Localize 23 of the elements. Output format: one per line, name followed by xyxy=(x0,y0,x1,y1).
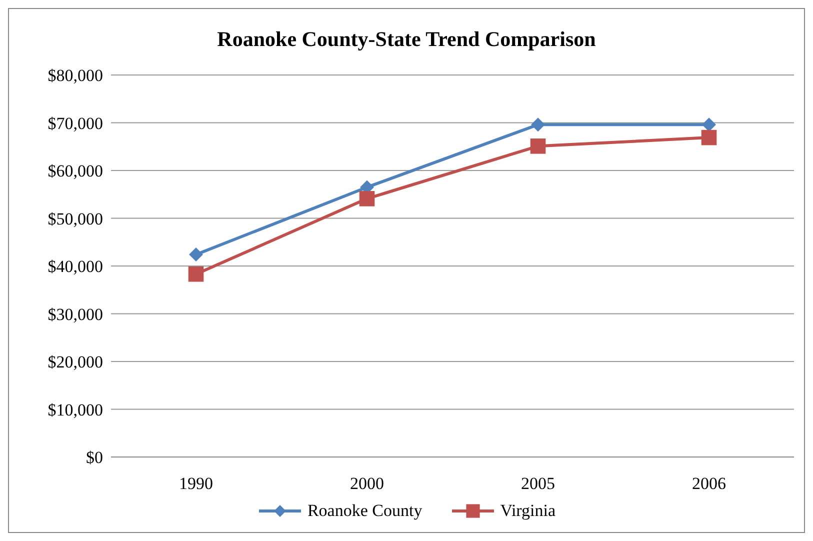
x-tick-label: 2000 xyxy=(350,474,384,494)
y-tick-label: $10,000 xyxy=(48,400,103,420)
x-tick-label: 2005 xyxy=(521,474,555,494)
y-tick-label: $60,000 xyxy=(48,162,103,181)
legend-label: Virginia xyxy=(500,501,556,521)
legend-label: Roanoke County xyxy=(307,501,422,521)
y-tick-label: $20,000 xyxy=(48,352,103,372)
point xyxy=(701,130,717,146)
y-tick-label: $40,000 xyxy=(48,257,103,276)
y-tick-label: $70,000 xyxy=(48,114,103,133)
point xyxy=(531,118,545,132)
point xyxy=(188,266,204,282)
y-tick-label: $30,000 xyxy=(48,304,103,324)
chart-title: Roanoke County-State Trend Comparison xyxy=(216,26,597,53)
x-tick-label: 2006 xyxy=(692,474,726,494)
y-tick-label: $80,000 xyxy=(48,66,103,86)
point xyxy=(530,138,546,154)
point xyxy=(359,191,375,206)
point xyxy=(702,118,716,132)
x-tick-label: 1990 xyxy=(179,474,213,494)
y-tick-label: $0 xyxy=(86,448,103,468)
point xyxy=(189,248,203,262)
y-tick-label: $50,000 xyxy=(48,209,103,228)
